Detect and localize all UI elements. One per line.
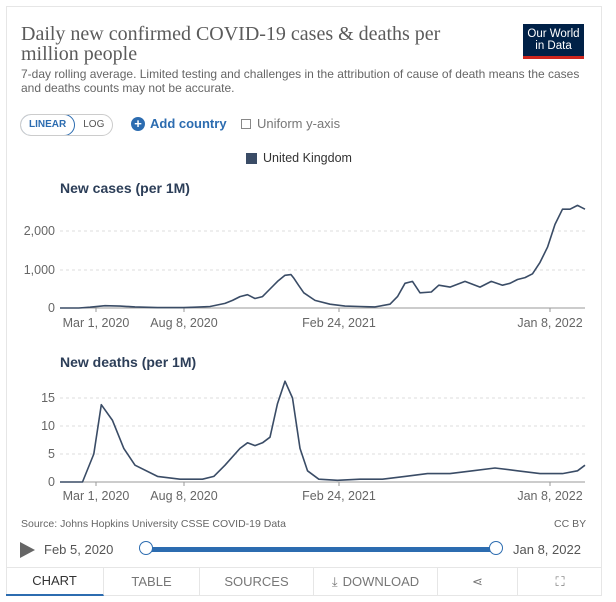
y-tick-label: 0 bbox=[48, 475, 55, 489]
chart-title: Daily new confirmed COVID-19 cases & dea… bbox=[21, 23, 441, 65]
timeline-start: Feb 5, 2020 bbox=[44, 542, 114, 557]
share-button[interactable]: ⋖ bbox=[438, 568, 518, 596]
x-tick-label: Mar 1, 2020 bbox=[63, 489, 130, 503]
add-country-button[interactable]: + Add country bbox=[131, 116, 227, 131]
tab-chart[interactable]: CHART bbox=[6, 568, 104, 596]
uniform-axis-label: Uniform y-axis bbox=[257, 116, 341, 131]
tab-bar: CHART TABLE SOURCES ⤓ DOWNLOAD ⋖ ⛶ bbox=[6, 567, 602, 596]
chart-frame bbox=[6, 6, 602, 596]
x-tick-label: Jan 8, 2022 bbox=[517, 316, 582, 330]
download-icon: ⤓ bbox=[331, 574, 338, 589]
owid-logo[interactable]: Our World in Data bbox=[523, 24, 584, 59]
legend-item[interactable]: United Kingdom bbox=[246, 151, 352, 165]
log-button[interactable]: LOG bbox=[83, 119, 105, 130]
fullscreen-button[interactable]: ⛶ bbox=[518, 568, 602, 596]
license-text[interactable]: CC BY bbox=[554, 518, 587, 530]
y-tick-label: 2,000 bbox=[24, 224, 55, 238]
x-tick-label: Aug 8, 2020 bbox=[150, 489, 217, 503]
tab-download[interactable]: ⤓ DOWNLOAD bbox=[314, 568, 438, 596]
add-country-label: Add country bbox=[150, 116, 227, 131]
share-icon: ⋖ bbox=[472, 574, 483, 589]
panel-title: New cases (per 1M) bbox=[60, 180, 190, 196]
deaths-panel: New deaths (per 1M) 0 5 10 15 Mar 1, 2020 Aug … bbox=[41, 354, 586, 503]
y-tick-label: 10 bbox=[41, 419, 55, 433]
y-tick-label: 1,000 bbox=[24, 263, 55, 277]
y-tick-label: 0 bbox=[48, 301, 55, 315]
scale-toggle: LINEAR LOG bbox=[20, 114, 114, 136]
source-text[interactable]: Source: Johns Hopkins University CSSE CO… bbox=[21, 518, 286, 530]
panel-title: New deaths (per 1M) bbox=[60, 354, 196, 370]
checkbox-icon bbox=[241, 118, 251, 129]
timeline-end: Jan 8, 2022 bbox=[513, 542, 581, 557]
y-tick-label: 15 bbox=[41, 391, 55, 405]
timeline-start-handle[interactable] bbox=[139, 541, 153, 555]
linear-button[interactable]: LINEAR bbox=[21, 115, 76, 135]
x-tick-label: Jan 8, 2022 bbox=[517, 489, 582, 503]
play-icon[interactable] bbox=[20, 542, 35, 558]
series-line-united-kingdom bbox=[60, 380, 586, 483]
logo-line-1: Our World bbox=[527, 28, 580, 40]
cases-panel: New cases (per 1M) 0 1,000 2,000 Mar 1, 2020… bbox=[24, 180, 586, 330]
timeline-end-handle[interactable] bbox=[489, 541, 503, 555]
chart-subtitle: 7-day rolling average. Limited testing a… bbox=[21, 67, 580, 95]
uniform-axis-checkbox[interactable]: Uniform y-axis bbox=[241, 116, 340, 131]
logo-line-2: in Data bbox=[535, 40, 572, 52]
y-tick-label: 5 bbox=[48, 447, 55, 461]
x-tick-label: Feb 24, 2021 bbox=[302, 489, 376, 503]
legend-swatch bbox=[246, 152, 257, 164]
x-tick-label: Aug 8, 2020 bbox=[150, 316, 217, 330]
x-tick-label: Mar 1, 2020 bbox=[63, 316, 130, 330]
tab-sources[interactable]: SOURCES bbox=[200, 568, 314, 596]
fullscreen-icon: ⛶ bbox=[555, 574, 565, 589]
x-tick-label: Feb 24, 2021 bbox=[302, 316, 376, 330]
tab-table[interactable]: TABLE bbox=[104, 568, 200, 596]
timeline-track[interactable] bbox=[146, 547, 496, 552]
download-label: DOWNLOAD bbox=[342, 574, 420, 589]
plus-icon: + bbox=[131, 116, 145, 131]
legend-label: United Kingdom bbox=[263, 151, 352, 165]
series-line-united-kingdom bbox=[60, 204, 586, 309]
